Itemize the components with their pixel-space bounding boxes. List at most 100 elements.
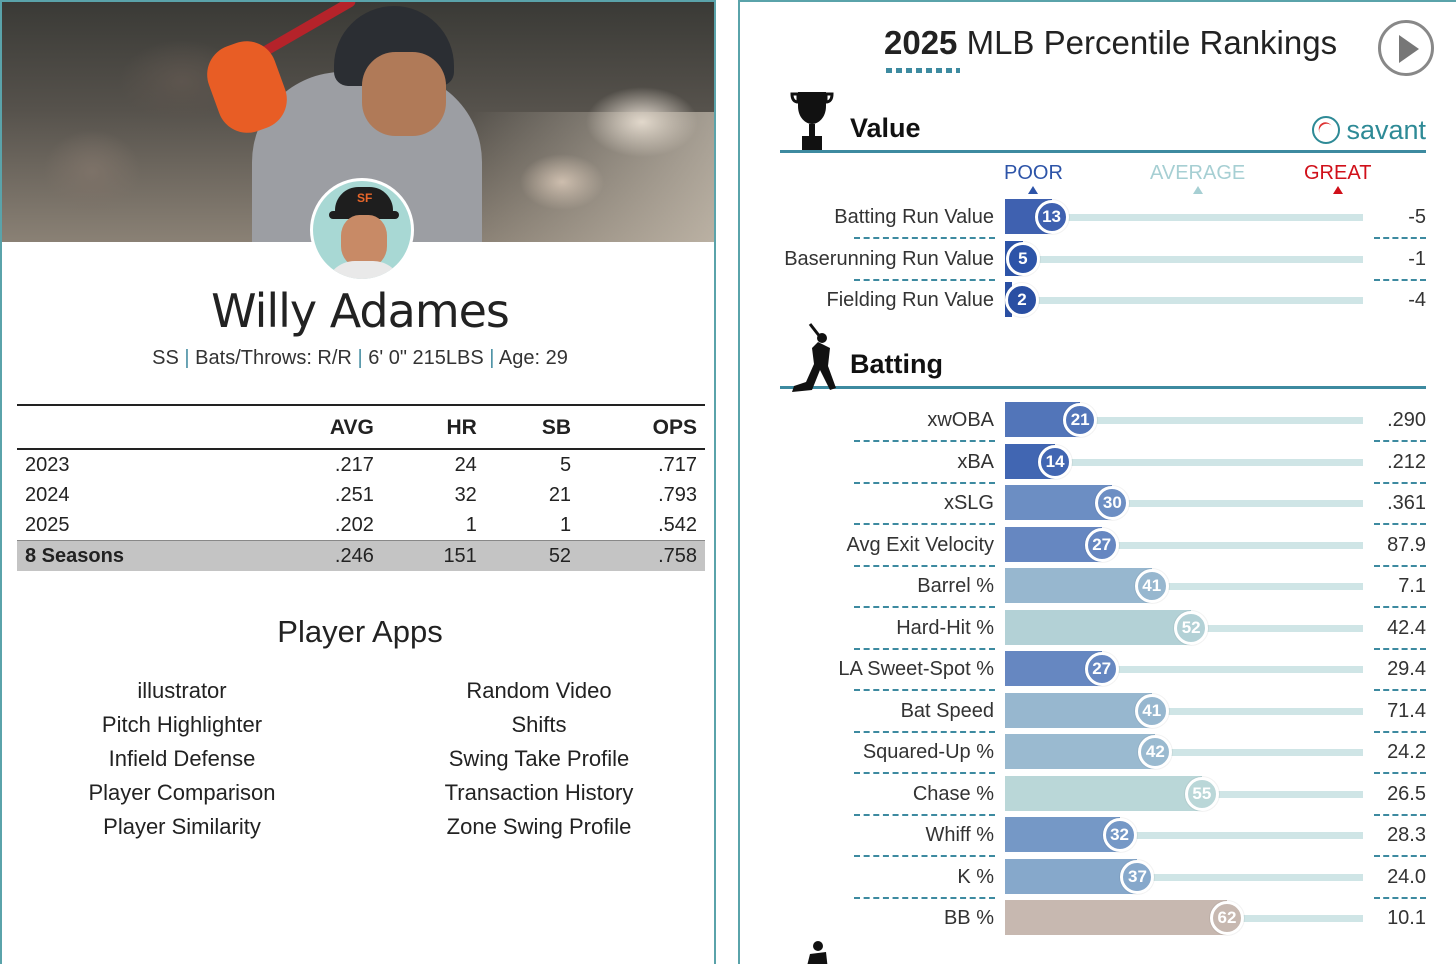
app-link-zone-swing-profile[interactable]: Zone Swing Profile bbox=[446, 814, 632, 839]
metric-value: 29.4 bbox=[1387, 658, 1426, 680]
row-divider bbox=[1374, 813, 1426, 816]
app-link-illustrator[interactable]: illustrator bbox=[137, 678, 227, 703]
player-name: Willy Adames bbox=[211, 284, 510, 338]
stat-sb: 1 bbox=[559, 513, 572, 536]
app-link-infield-defense[interactable]: Infield Defense bbox=[108, 746, 256, 771]
player-bats-throws: Bats/Throws: R/R bbox=[195, 347, 352, 369]
metric-row[interactable]: xBA 14 .212 bbox=[780, 442, 1430, 484]
section-title-batting: Batting bbox=[850, 349, 943, 379]
player-action-photo bbox=[2, 2, 714, 242]
career-seasons-label[interactable]: 8 Seasons bbox=[17, 540, 257, 571]
metric-row[interactable]: Chase % 55 26.5 bbox=[780, 774, 1430, 816]
metric-row[interactable]: Squared-Up % 42 24.2 bbox=[780, 732, 1430, 774]
app-link-swing-take-profile[interactable]: Swing Take Profile bbox=[448, 746, 630, 771]
percentile-bubble[interactable]: 2 bbox=[1005, 283, 1039, 317]
stat-sb: 5 bbox=[559, 453, 572, 476]
rankings-title-underline bbox=[886, 68, 960, 73]
stat-avg: .202 bbox=[334, 513, 374, 536]
app-link-player-similarity[interactable]: Player Similarity bbox=[103, 814, 261, 839]
row-divider bbox=[854, 813, 995, 816]
metric-value: 24.0 bbox=[1387, 865, 1426, 888]
metric-row[interactable]: Fielding Run Value 2 -4 bbox=[780, 280, 1430, 321]
stats-header-hr: HR bbox=[381, 404, 485, 450]
metric-row[interactable]: Avg Exit Velocity 27 87.9 bbox=[780, 525, 1430, 567]
season-year: 2023 bbox=[25, 453, 70, 476]
app-link-pitch-highlighter[interactable]: Pitch Highlighter bbox=[101, 712, 263, 737]
row-divider bbox=[854, 440, 995, 442]
percentile-bubble[interactable]: 21 bbox=[1063, 403, 1098, 437]
percentile-track bbox=[1005, 214, 1363, 221]
metric-row[interactable]: Bat Speed 41 71.4 bbox=[780, 691, 1430, 733]
percentile-bar bbox=[1005, 900, 1227, 935]
metric-row[interactable]: K % 37 24.0 bbox=[780, 857, 1430, 899]
pitcher-icon bbox=[807, 941, 828, 964]
percentile-bubble[interactable]: 62 bbox=[1209, 901, 1244, 935]
percentile-bubble[interactable]: 41 bbox=[1134, 693, 1169, 728]
row-divider bbox=[854, 730, 995, 733]
app-link-shifts[interactable]: Shifts bbox=[511, 712, 567, 737]
percentile-bubble[interactable]: 27 bbox=[1084, 652, 1119, 686]
percentile-bar bbox=[1005, 734, 1156, 769]
rankings-title: 2025 MLB Percentile Rankings bbox=[884, 24, 1337, 62]
stat-hr: 32 bbox=[454, 483, 477, 506]
percentile-bar bbox=[1005, 775, 1202, 811]
percentile-bubble[interactable]: 42 bbox=[1138, 735, 1173, 769]
scale-label-poor: POOR bbox=[1004, 162, 1063, 194]
metric-value: 10.1 bbox=[1387, 907, 1426, 929]
metric-row[interactable]: Barrel % 41 7.1 bbox=[780, 566, 1430, 608]
metric-label: Squared-Up % bbox=[862, 741, 994, 763]
row-divider bbox=[854, 481, 995, 484]
percentile-bubble[interactable]: 13 bbox=[1034, 200, 1069, 234]
percentile-track bbox=[1005, 832, 1363, 839]
app-link-random-video[interactable]: Random Video bbox=[466, 678, 612, 703]
scale-great-text: GREAT bbox=[1304, 162, 1372, 184]
percentile-bubble[interactable]: 41 bbox=[1134, 569, 1169, 603]
metric-row[interactable]: LA Sweet-Spot % 27 29.4 bbox=[780, 649, 1430, 691]
play-button[interactable] bbox=[1378, 20, 1434, 76]
metric-row[interactable]: xSLG 30 .361 bbox=[780, 483, 1430, 525]
metric-label: xBA bbox=[957, 450, 994, 473]
metric-row[interactable]: Whiff % 32 28.3 bbox=[780, 815, 1430, 857]
percentile-bubble[interactable]: 30 bbox=[1095, 486, 1130, 520]
savant-brand[interactable]: savant bbox=[1312, 115, 1426, 146]
percentile-bubble[interactable]: 14 bbox=[1038, 444, 1073, 479]
savant-brand-text: savant bbox=[1346, 115, 1426, 145]
percentile-bubble[interactable]: 32 bbox=[1102, 818, 1137, 852]
metric-row[interactable]: BB % 62 10.1 bbox=[780, 898, 1430, 939]
app-link-player-comparison[interactable]: Player Comparison bbox=[88, 780, 276, 805]
stat-ops: .717 bbox=[658, 453, 697, 476]
rankings-title-year: 2025 bbox=[884, 24, 958, 61]
percentile-bubble[interactable]: 27 bbox=[1084, 527, 1119, 562]
metric-label: Fielding Run Value bbox=[826, 289, 994, 311]
metric-label: Whiff % bbox=[925, 824, 994, 846]
player-apps-left-list: illustrator Pitch Highlighter Infield De… bbox=[32, 674, 332, 844]
season-year: 2025 bbox=[25, 513, 70, 536]
metric-label: Batting Run Value bbox=[834, 206, 994, 228]
stat-avg: .251 bbox=[334, 483, 374, 506]
percentile-bubble[interactable]: 55 bbox=[1184, 776, 1219, 811]
percentile-bubble[interactable]: 52 bbox=[1174, 610, 1209, 645]
stat-avg: .246 bbox=[256, 540, 382, 571]
row-divider bbox=[854, 278, 995, 281]
metric-row[interactable]: xwOBA 21 .290 bbox=[780, 400, 1430, 442]
metric-label: Barrel % bbox=[917, 575, 994, 597]
row-divider bbox=[1374, 564, 1426, 567]
career-total-row[interactable]: 8 Seasons .246 151 52 .758 bbox=[17, 540, 705, 571]
row-divider bbox=[854, 689, 995, 691]
player-size: 6' 0" 215LBS bbox=[368, 347, 484, 369]
metric-row[interactable]: Baserunning Run Value 5 -1 bbox=[780, 239, 1430, 281]
metric-value: -1 bbox=[1408, 247, 1426, 270]
metric-value: 42.4 bbox=[1387, 616, 1426, 639]
app-link-transaction-history[interactable]: Transaction History bbox=[444, 780, 634, 805]
row-divider bbox=[854, 564, 995, 567]
percentile-bubble[interactable]: 37 bbox=[1120, 859, 1155, 894]
percentile-bubble[interactable]: 5 bbox=[1005, 241, 1040, 276]
metric-row[interactable]: Hard-Hit % 52 42.4 bbox=[780, 608, 1430, 650]
metric-label: Baserunning Run Value bbox=[784, 247, 994, 270]
percentile-bar bbox=[1005, 568, 1152, 603]
stats-header-avg: AVG bbox=[256, 404, 382, 450]
percentile-track bbox=[1005, 873, 1363, 881]
row-divider bbox=[1374, 523, 1426, 525]
row-divider bbox=[1374, 606, 1426, 608]
metric-row[interactable]: Batting Run Value 13 -5 bbox=[780, 197, 1430, 239]
